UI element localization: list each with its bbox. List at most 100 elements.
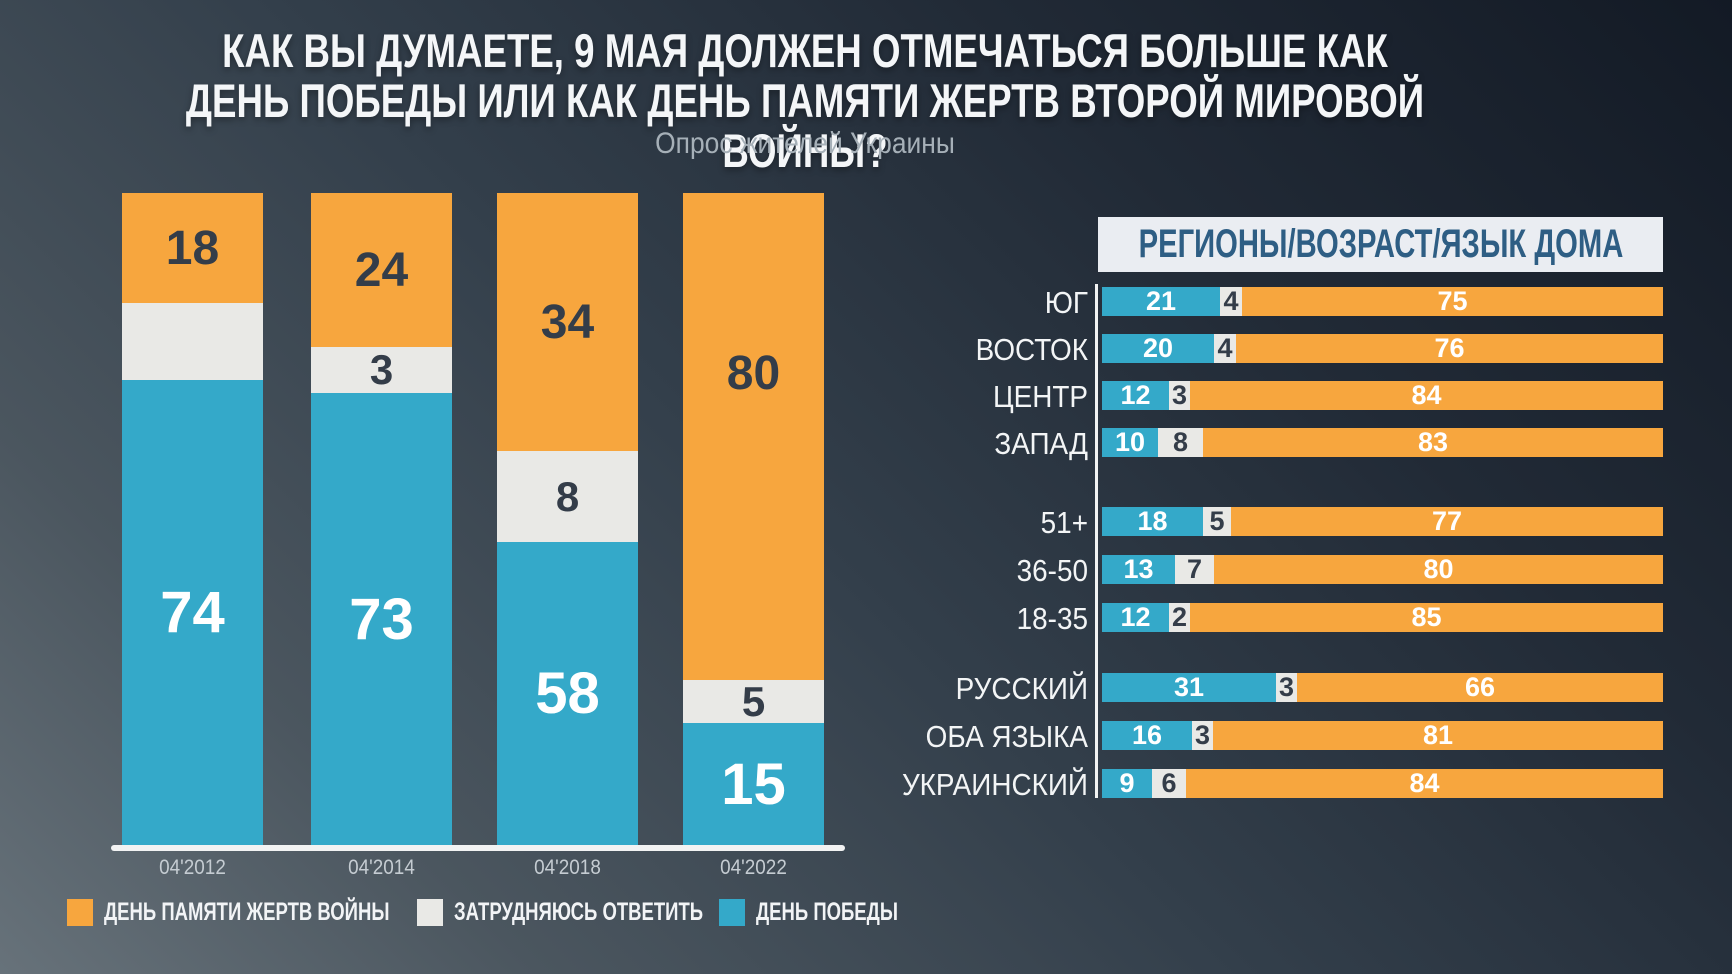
breakdown-row-label: 18-35 <box>1016 601 1088 636</box>
breakdown-segment-victory: 18 <box>1102 507 1203 536</box>
breakdown-row-label: 36-50 <box>1016 553 1088 588</box>
trend-value-victory: 74 <box>160 580 225 645</box>
x-axis-tick-label: 04'2014 <box>348 856 415 879</box>
breakdown-segment-undecided: 2 <box>1169 603 1190 632</box>
breakdown-value-undecided: 5 <box>1209 506 1225 536</box>
breakdown-row-bar: 12 2 85 <box>1102 603 1663 632</box>
trend-bar: 24 3 73 <box>311 193 452 845</box>
page-title-line1: КАК ВЫ ДУМАЕТЕ, 9 МАЯ ДОЛЖЕН ОТМЕЧАТЬСЯ … <box>222 24 1388 77</box>
breakdown-row-label: 51+ <box>1040 505 1088 540</box>
trend-value-undecided: 3 <box>369 346 394 393</box>
breakdown-value-victory: 16 <box>1131 720 1163 750</box>
x-axis-tick-label: 04'2012 <box>159 856 226 879</box>
breakdown-value-victory: 12 <box>1120 602 1151 632</box>
trend-segment-label-window: 8 <box>497 451 638 542</box>
breakdown-segment-memorial: 80 <box>1214 555 1663 584</box>
breakdown-segment-undecided: 4 <box>1214 334 1236 363</box>
breakdown-value-victory: 31 <box>1173 672 1205 702</box>
breakdown-segment-victory: 21 <box>1102 287 1220 316</box>
breakdown-value-memorial: 77 <box>1431 506 1463 536</box>
breakdown-segment-undecided: 3 <box>1169 381 1190 410</box>
breakdown-row-label: ВОСТОК <box>975 332 1088 367</box>
breakdown-header-label: РЕГИОНЫ/ВОЗРАСТ/ЯЗЫК ДОМА <box>1138 222 1623 266</box>
trend-segment-victory: 58 <box>497 542 638 845</box>
trend-segment-label-window: 58 <box>497 542 638 845</box>
breakdown-value-memorial: 83 <box>1417 427 1449 457</box>
breakdown-value-memorial: 84 <box>1409 768 1440 798</box>
page-title-line2: ДЕНЬ ПОБЕДЫ ИЛИ КАК ДЕНЬ ПАМЯТИ ЖЕРТВ ВТ… <box>185 74 1425 177</box>
breakdown-segment-memorial: 76 <box>1236 334 1663 363</box>
breakdown-segment-victory: 12 <box>1102 603 1169 632</box>
breakdown-segment-memorial: 85 <box>1190 603 1663 632</box>
legend-label-victory: ДЕНЬ ПОБЕДЫ <box>756 897 898 926</box>
legend-label-memorial: ДЕНЬ ПАМЯТИ ЖЕРТВ ВОЙНЫ <box>104 897 390 926</box>
trend-segment-undecided: 3 <box>311 346 452 393</box>
trend-value-victory: 15 <box>721 751 786 817</box>
breakdown-segment-victory: 20 <box>1102 334 1214 363</box>
breakdown-row-label: ЦЕНТР <box>992 379 1088 414</box>
trend-value-memorial: 24 <box>354 243 409 297</box>
breakdown-segment-memorial: 84 <box>1186 769 1663 798</box>
breakdown-value-victory: 10 <box>1114 427 1146 457</box>
trend-value-victory: 73 <box>349 586 414 652</box>
breakdown-segment-undecided: 8 <box>1158 428 1203 457</box>
breakdown-row-bar: 9 6 84 <box>1102 769 1663 798</box>
breakdown-segment-undecided: 5 <box>1203 507 1231 536</box>
trend-bar: 80 5 15 <box>683 193 824 845</box>
breakdown-segment-victory: 31 <box>1102 673 1276 702</box>
breakdown-value-undecided: 3 <box>1171 380 1188 410</box>
trend-segment-victory: 15 <box>683 723 824 845</box>
trend-value-memorial: 80 <box>726 346 781 400</box>
breakdown-row-bar: 16 3 81 <box>1102 721 1663 750</box>
x-axis-tick-label: 04'2022 <box>720 856 787 879</box>
breakdown-row-bar: 20 4 76 <box>1102 334 1663 363</box>
trend-segment-label-window: 3 <box>311 346 452 393</box>
breakdown-value-memorial: 84 <box>1411 380 1442 410</box>
page-subtitle: Опрос жителей Украины <box>655 127 955 160</box>
breakdown-value-memorial: 75 <box>1437 286 1468 316</box>
breakdown-row-label: ЗАПАД <box>994 426 1088 461</box>
breakdown-value-memorial: 76 <box>1434 333 1465 363</box>
trend-segment-label-window: 5 <box>683 677 824 725</box>
breakdown-value-undecided: 7 <box>1186 554 1203 584</box>
breakdown-value-memorial: 66 <box>1464 672 1496 702</box>
breakdown-segment-memorial: 77 <box>1231 507 1663 536</box>
legend-item-undecided: ЗАТРУДНЯЮСЬ ОТВЕТИТЬ <box>417 898 791 926</box>
breakdown-value-victory: 9 <box>1119 768 1135 798</box>
breakdown-value-victory: 21 <box>1145 286 1177 316</box>
breakdown-segment-victory: 9 <box>1102 769 1152 798</box>
undecided-swatch-icon <box>417 898 443 926</box>
breakdown-value-undecided: 4 <box>1217 333 1233 363</box>
breakdown-value-undecided: 3 <box>1278 672 1295 702</box>
breakdown-axis-line <box>1095 284 1098 798</box>
breakdown-row-bar: 10 8 83 <box>1102 428 1663 457</box>
legend-item-memorial: ДЕНЬ ПАМЯТИ ЖЕРТВ ВОЙНЫ <box>67 898 490 926</box>
trend-value-victory: 58 <box>535 661 600 726</box>
breakdown-segment-victory: 10 <box>1102 428 1158 457</box>
trend-segment-label-window: 34 <box>497 193 638 451</box>
breakdown-value-victory: 18 <box>1137 506 1168 536</box>
trend-segment-memorial: 18 <box>122 193 263 303</box>
trend-segment-label-window: 73 <box>311 393 452 845</box>
trend-value-undecided: 5 <box>741 677 766 725</box>
breakdown-row-label: УКРАИНСКИЙ <box>901 767 1088 802</box>
breakdown-segment-memorial: 84 <box>1190 381 1663 410</box>
breakdown-segment-victory: 13 <box>1102 555 1175 584</box>
trend-segment-label-window: 80 <box>683 193 824 553</box>
trend-value-memorial: 34 <box>540 295 595 349</box>
breakdown-segment-memorial: 66 <box>1297 673 1663 702</box>
trend-segment-label-window: 15 <box>683 723 824 845</box>
breakdown-value-victory: 13 <box>1123 554 1154 584</box>
trend-segment-undecided: 8 <box>497 451 638 542</box>
breakdown-segment-undecided: 7 <box>1175 555 1214 584</box>
trend-segment-victory: 73 <box>311 393 452 845</box>
trend-segment-label-window: 74 <box>122 380 263 845</box>
breakdown-row-bar: 31 3 66 <box>1102 673 1663 702</box>
breakdown-segment-undecided: 4 <box>1220 287 1242 316</box>
breakdown-row-bar: 12 3 84 <box>1102 381 1663 410</box>
breakdown-value-memorial: 80 <box>1423 554 1454 584</box>
breakdown-header: РЕГИОНЫ/ВОЗРАСТ/ЯЗЫК ДОМА <box>1098 217 1663 272</box>
legend-label-undecided: ЗАТРУДНЯЮСЬ ОТВЕТИТЬ <box>454 897 704 926</box>
breakdown-row-bar: 13 7 80 <box>1102 555 1663 584</box>
trend-segment-undecided: 5 <box>683 677 824 725</box>
